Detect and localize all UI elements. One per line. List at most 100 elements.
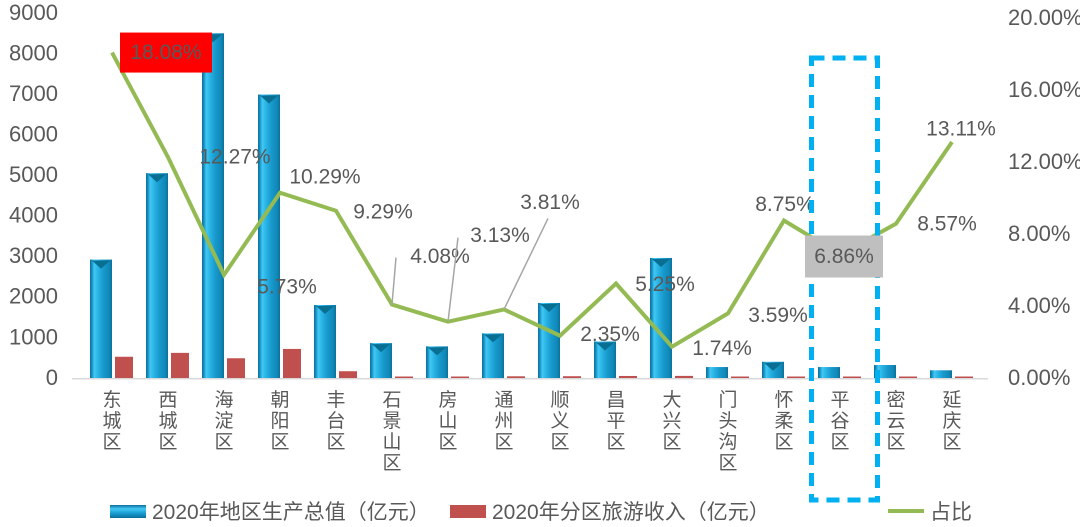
tourism-bar: [563, 376, 581, 378]
left-axis-tick: 8000: [9, 40, 58, 65]
label-leader-line: [447, 237, 459, 322]
label-leader-line: [503, 218, 549, 310]
gdp-bar-bevel: [260, 95, 278, 104]
legend-item-gdp: 2020年地区生产总值（亿元）: [110, 498, 430, 524]
x-axis-label: 朝阳区: [270, 389, 289, 453]
right-axis-tick: 8.00%: [1008, 221, 1070, 246]
ratio-data-label: 1.74%: [692, 337, 752, 360]
gdp-bar: [818, 367, 840, 378]
gdp-legend-swatch: [110, 504, 146, 518]
gdp-bar-bevel: [92, 260, 110, 269]
x-axis-label: 顺义区: [550, 390, 569, 453]
gdp-bar: [706, 367, 728, 378]
left-axis-tick: 3000: [9, 243, 58, 268]
tourism-legend-label: 2020年分区旅游收入（亿元）: [492, 501, 770, 524]
left-axis-tick: 7000: [9, 81, 58, 106]
left-axis-tick: 1000: [9, 324, 58, 349]
tourism-bar: [115, 356, 133, 378]
gdp-bar: [146, 173, 168, 378]
gdp-bar: [594, 341, 616, 378]
x-axis-label: 海淀区: [214, 389, 233, 453]
tourism-legend-swatch: [450, 504, 486, 518]
label-leader-line: [391, 257, 397, 305]
ratio-data-label: 12.27%: [199, 146, 270, 169]
gdp-bar-bevel: [652, 258, 670, 267]
tourism-bar: [843, 376, 861, 378]
legend-item-tourism: 2020年分区旅游收入（亿元）: [450, 498, 770, 524]
ratio-data-label: 13.11%: [926, 118, 996, 141]
gdp-bar: [202, 33, 224, 379]
highlight-dashed-box: [809, 55, 880, 503]
x-axis-label: 门头沟区: [718, 389, 737, 474]
tourism-bar: [507, 376, 525, 378]
gdp-legend-label: 2020年地区生产总值（亿元）: [152, 501, 430, 524]
ratio-data-label: 4.08%: [410, 245, 470, 268]
gdp-bar-bevel: [316, 306, 334, 314]
gdp-bar: [426, 346, 448, 378]
tourism-bar: [395, 376, 413, 378]
ratio-data-label: 8.57%: [917, 212, 977, 235]
left-axis-tick: 0: [46, 365, 58, 390]
ratio-data-label: 5.73%: [257, 275, 317, 298]
ratio-data-label: 3.81%: [520, 191, 580, 214]
ratio-data-label: 9.29%: [353, 200, 413, 223]
gdp-bar-bevel: [596, 342, 614, 351]
left-axis-tick: 2000: [9, 284, 58, 309]
ratio-data-label: 10.29%: [289, 165, 360, 188]
gdp-bar: [538, 302, 560, 378]
x-axis-label: 石景山区: [382, 390, 401, 474]
x-axis-label: 平谷区: [830, 390, 849, 453]
gdp-bar-bevel: [484, 334, 502, 343]
gdp-bar: [650, 257, 672, 378]
right-axis-tick: 16.00%: [1008, 77, 1080, 102]
tourism-bar: [955, 376, 973, 378]
ratio-legend-swatch: [888, 509, 924, 513]
x-axis-label: 密云区: [886, 389, 905, 453]
ratio-data-label: 5.25%: [635, 273, 695, 296]
max-value-callout-box: [120, 32, 212, 73]
gdp-bar-bevel: [540, 303, 558, 312]
x-axis-label: 延庆区: [942, 389, 961, 453]
right-axis-tick: 12.00%: [1008, 149, 1080, 174]
ratio-data-label: 2.35%: [580, 323, 640, 346]
gdp-bar: [930, 370, 952, 378]
right-axis-tick: 0.00%: [1008, 365, 1070, 390]
tourism-bar: [339, 371, 357, 378]
ratio-legend-label: 占比: [930, 501, 972, 524]
gdp-bar: [314, 305, 336, 378]
left-axis-tick: 6000: [9, 121, 58, 146]
gdp-bar: [258, 94, 280, 379]
ratio-data-label: 3.59%: [748, 304, 808, 327]
x-axis-label: 昌平区: [606, 390, 625, 453]
pinggu-callout-box: [805, 235, 883, 278]
tourism-bar: [899, 376, 917, 378]
tourism-bar: [619, 375, 637, 378]
tourism-bar: [283, 348, 301, 378]
x-axis-label: 房山区: [438, 389, 457, 453]
gdp-bar: [370, 343, 392, 378]
tourism-bar: [787, 376, 805, 378]
x-axis-label: 西城区: [158, 390, 177, 453]
ratio-data-label: 3.13%: [470, 224, 530, 247]
x-axis-label: 大兴区: [662, 389, 681, 453]
gdp-bar-bevel: [764, 362, 782, 371]
gdp-bar-bevel: [148, 174, 166, 183]
left-axis-tick: 9000: [9, 0, 58, 25]
x-axis-label: 丰台区: [326, 389, 345, 453]
tourism-bar: [731, 376, 749, 378]
x-axis-label: 怀柔区: [774, 389, 793, 453]
tourism-bar: [451, 376, 469, 378]
max-value-callout-label: 18.08%: [130, 41, 201, 64]
ratio-data-label: 8.75%: [755, 193, 815, 216]
gdp-bar-bevel: [428, 347, 446, 356]
pinggu-callout-label: 6.86%: [814, 245, 874, 268]
legend-item-ratio: 占比: [888, 498, 972, 524]
gdp-bar: [482, 333, 504, 378]
tourism-bar: [227, 358, 245, 378]
right-axis-tick: 4.00%: [1008, 293, 1070, 318]
tourism-bar: [675, 375, 693, 378]
left-axis-tick: 5000: [9, 162, 58, 187]
left-axis-tick: 4000: [9, 203, 58, 228]
